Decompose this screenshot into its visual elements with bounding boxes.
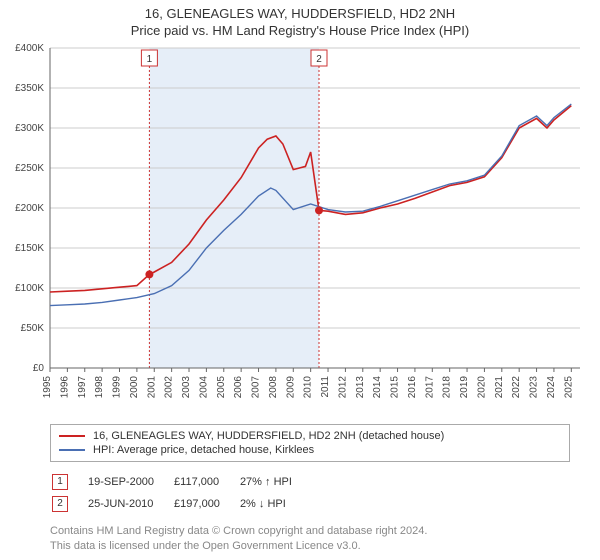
svg-text:2018: 2018: [442, 376, 453, 399]
svg-text:2000: 2000: [129, 376, 140, 399]
marker-date: 25-JUN-2010: [88, 494, 172, 514]
legend-swatch: [59, 449, 85, 451]
svg-text:2007: 2007: [251, 376, 262, 399]
marker-delta: 27% ↑ HPI: [240, 472, 310, 492]
svg-text:2: 2: [316, 54, 322, 65]
svg-text:1999: 1999: [112, 376, 123, 399]
svg-text:2001: 2001: [146, 376, 157, 399]
marker-badge: 2: [52, 496, 68, 512]
svg-text:2003: 2003: [181, 376, 192, 399]
svg-text:£200K: £200K: [15, 203, 44, 214]
marker-delta: 2% ↓ HPI: [240, 494, 310, 514]
marker-price: £117,000: [174, 472, 238, 492]
chart-titles: 16, GLENEAGLES WAY, HUDDERSFIELD, HD2 2N…: [0, 0, 600, 38]
svg-text:1: 1: [147, 54, 153, 65]
svg-text:£350K: £350K: [15, 83, 44, 94]
svg-text:2002: 2002: [164, 376, 175, 399]
svg-text:2019: 2019: [459, 376, 470, 399]
legend-item: HPI: Average price, detached house, Kirk…: [59, 443, 561, 457]
attribution-text: Contains HM Land Registry data © Crown c…: [50, 524, 600, 554]
svg-text:2015: 2015: [390, 376, 401, 399]
legend-item: 16, GLENEAGLES WAY, HUDDERSFIELD, HD2 2N…: [59, 429, 561, 443]
svg-text:2020: 2020: [476, 376, 487, 399]
sale-markers-table: 1 19-SEP-2000£117,00027% ↑ HPI 2 25-JUN-201…: [50, 470, 312, 516]
marker-badge: 1: [52, 474, 68, 490]
svg-text:£300K: £300K: [15, 123, 44, 134]
svg-text:2010: 2010: [303, 376, 314, 399]
svg-text:2012: 2012: [337, 376, 348, 399]
svg-text:£100K: £100K: [15, 283, 44, 294]
chart-legend: 16, GLENEAGLES WAY, HUDDERSFIELD, HD2 2N…: [50, 424, 570, 462]
svg-text:2005: 2005: [216, 376, 227, 399]
svg-text:£400K: £400K: [15, 43, 44, 54]
svg-text:2025: 2025: [563, 376, 574, 399]
svg-text:2023: 2023: [529, 376, 540, 399]
marker-price: £197,000: [174, 494, 238, 514]
legend-swatch: [59, 435, 85, 437]
svg-text:2016: 2016: [407, 376, 418, 399]
attribution-line-1: Contains HM Land Registry data © Crown c…: [50, 524, 600, 539]
attribution-line-2: This data is licensed under the Open Gov…: [50, 539, 600, 554]
chart-container: { "title_line1": "16, GLENEAGLES WAY, HU…: [0, 0, 600, 554]
chart-plot-area: £0 £50K £100K £150K £200K £250K £300K £350K £400…: [0, 38, 600, 418]
svg-text:1996: 1996: [59, 376, 70, 399]
svg-text:1998: 1998: [94, 376, 105, 399]
legend-label: 16, GLENEAGLES WAY, HUDDERSFIELD, HD2 2N…: [93, 430, 444, 442]
svg-text:£0: £0: [33, 363, 45, 374]
svg-text:2006: 2006: [233, 376, 244, 399]
line-chart-svg: £0 £50K £100K £150K £200K £250K £300K £350K £400…: [0, 38, 600, 418]
svg-text:2004: 2004: [198, 376, 209, 399]
chart-title-subtitle: Price paid vs. HM Land Registry's House …: [0, 23, 600, 38]
svg-text:£250K: £250K: [15, 163, 44, 174]
marker-date: 19-SEP-2000: [88, 472, 172, 492]
marker-row: 2 25-JUN-2010£197,0002% ↓ HPI: [52, 494, 310, 514]
svg-text:2014: 2014: [372, 376, 383, 399]
svg-text:£50K: £50K: [21, 323, 45, 334]
svg-text:2024: 2024: [546, 376, 557, 399]
svg-text:2021: 2021: [494, 376, 505, 399]
chart-title-address: 16, GLENEAGLES WAY, HUDDERSFIELD, HD2 2N…: [0, 6, 600, 21]
svg-text:2009: 2009: [285, 376, 296, 399]
svg-text:2022: 2022: [511, 376, 522, 399]
svg-text:1997: 1997: [77, 376, 88, 399]
svg-text:2008: 2008: [268, 376, 279, 399]
svg-text:2017: 2017: [424, 376, 435, 399]
svg-text:£150K: £150K: [15, 243, 44, 254]
svg-text:2011: 2011: [320, 376, 331, 398]
svg-text:1995: 1995: [42, 376, 53, 399]
legend-label: HPI: Average price, detached house, Kirk…: [93, 444, 314, 456]
marker-row: 1 19-SEP-2000£117,00027% ↑ HPI: [52, 472, 310, 492]
svg-text:2013: 2013: [355, 376, 366, 399]
